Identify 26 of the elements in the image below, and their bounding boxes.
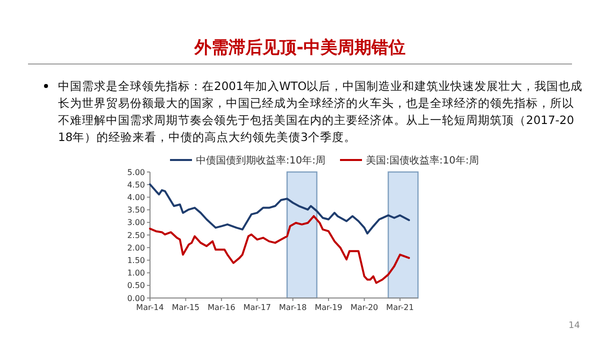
y-tick-label: 0.00 <box>127 294 145 303</box>
y-tick-label: 0.50 <box>127 281 145 290</box>
y-tick-label: 1.00 <box>127 268 145 278</box>
y-tick-label: 3.50 <box>127 206 145 215</box>
x-tick-label: Mar-14 <box>136 303 164 312</box>
legend-label: 美国:国债收益率:10年:周 <box>366 154 479 166</box>
line-series <box>149 215 410 284</box>
chart-title: 外需滞后见顶-中美周期错位 <box>193 38 406 58</box>
y-tick-label: 4.50 <box>127 180 145 190</box>
y-tick-label: 1.50 <box>127 256 145 265</box>
y-tick-label: 2.50 <box>127 230 145 240</box>
y-tick-label: 2.00 <box>127 243 145 252</box>
y-tick-label: 3.00 <box>127 218 145 228</box>
x-tick-label: Mar-15 <box>172 303 200 312</box>
text: 14 <box>568 321 580 331</box>
x-tick-label: Mar-19 <box>314 303 342 312</box>
y-tick-label: 5.00 <box>127 168 145 177</box>
y-tick-label: 4.00 <box>127 193 145 202</box>
chart-subtitle: 中国需求是全球领先指标：在2001年加入WTO以后，中国制造业和建筑业快速发展壮大，我国也成长为世界贸易份额最大的国家，中国已经成为全球经济的火车头，也是全球经济的领先指标，所以不难理解中国需求周期节奏会领先于包括美国在内的主要经济体。从上一轮短周期筑顶（2017-2018年）的经验来看，中债的高点大约领先美债3个季度。 <box>58 79 583 144</box>
x-tick-label: Mar-20 <box>350 303 378 312</box>
legend-label: 中债国债到期收益率:10年:周 <box>196 154 326 166</box>
line-series <box>149 183 410 234</box>
x-tick-label: Mar-18 <box>279 303 307 312</box>
x-tick-label: Mar-16 <box>208 303 236 312</box>
x-tick-label: Mar-17 <box>243 303 271 312</box>
x-tick-label: Mar-21 <box>386 303 414 312</box>
